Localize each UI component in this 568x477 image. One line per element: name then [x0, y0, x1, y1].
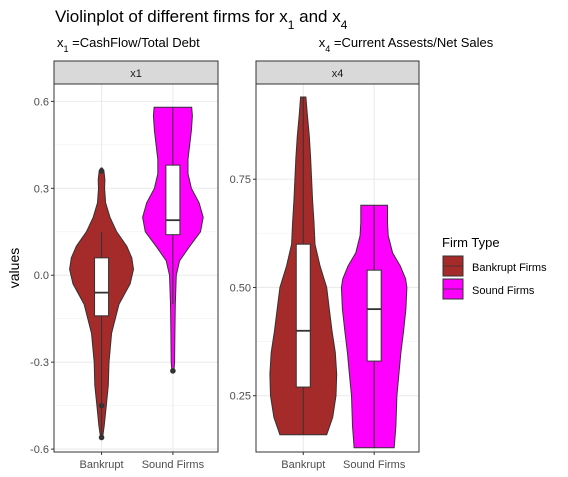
strip-label: x1: [130, 68, 142, 80]
panel-x1: x1 =CashFlow/Total Debt x1 -0.6 -0.3 0.0 0.3 0…: [30, 35, 219, 471]
y-tick-label: -0.3: [30, 357, 49, 369]
box: [295, 243, 311, 388]
y-axis-label: values: [6, 248, 22, 288]
outlier-point: [98, 434, 105, 441]
y-tick-label: 0.6: [34, 96, 49, 108]
box: [366, 269, 382, 362]
outlier-point: [170, 368, 176, 374]
x-tick-label: Sound Firms: [142, 459, 205, 471]
strip-label: x4: [332, 68, 344, 80]
y-tick-label: 0.0: [34, 270, 49, 282]
panel-border: [53, 83, 219, 453]
legend-label: Sound Firms: [472, 285, 535, 297]
y-tick-label: 0.50: [230, 282, 251, 294]
x-tick-label: Bankrupt: [80, 459, 124, 471]
outlier-point: [98, 402, 105, 409]
legend: Firm Type Bankrupt Firms Sound Firms: [442, 235, 547, 300]
x-tick-label: Bankrupt: [281, 459, 325, 471]
panel-subtitle: x1 =CashFlow/Total Debt: [57, 35, 200, 54]
y-tick-label: -0.6: [30, 444, 49, 456]
legend-label: Bankrupt Firms: [472, 262, 547, 274]
y-tick-label: 0.75: [230, 174, 251, 186]
outlier-point: [98, 168, 105, 174]
panel-border: [255, 83, 420, 453]
panel-x4: x4 =Current Assests/Net Sales x4 0.25 0.50 0…: [230, 35, 494, 471]
x-tick-label: Sound Firms: [343, 459, 406, 471]
panel-subtitle: x4 =Current Assests/Net Sales: [319, 35, 494, 54]
chart-title: Violinplot of different firms for x1 and…: [55, 7, 348, 32]
panels: x1 =CashFlow/Total Debt x1 -0.6 -0.3 0.0 0.3 0…: [30, 35, 494, 471]
box: [165, 164, 181, 236]
legend-title: Firm Type: [442, 235, 500, 250]
y-tick-label: 0.3: [34, 183, 49, 195]
y-tick-label: 0.25: [230, 391, 251, 403]
box: [94, 257, 110, 317]
